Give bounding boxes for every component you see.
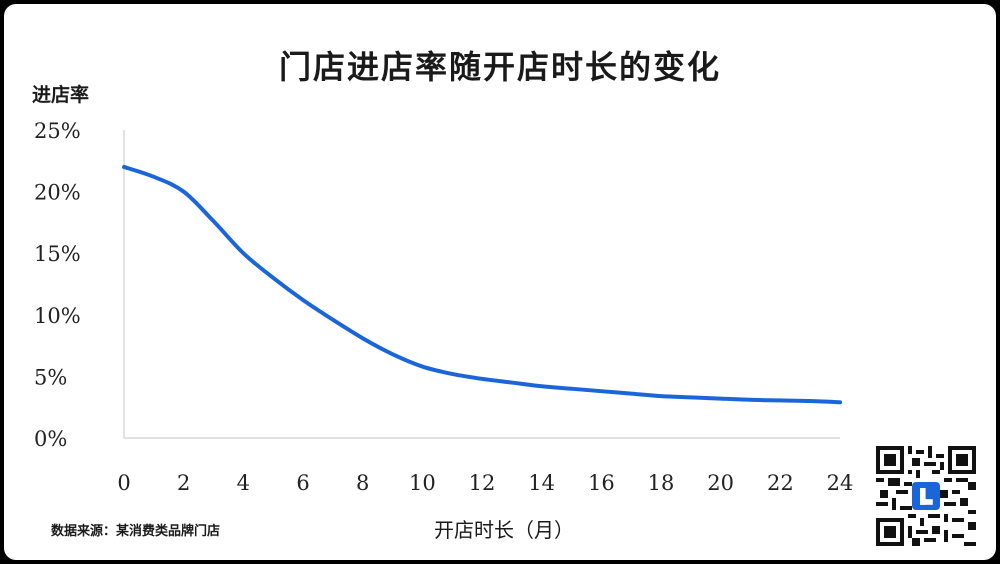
x-tick-label: 22	[767, 471, 794, 495]
y-axis-label: 进店率	[32, 84, 90, 106]
line-chart: 0%5%10%15%20%25%0 2 4 6 8 10 12 14 16 18 20 22 24	[34, 119, 854, 495]
x-tick-label: 4	[237, 471, 250, 495]
y-tick-label: 25%	[34, 119, 81, 143]
x-tick-label: 12	[469, 471, 496, 495]
x-tick-label: 18	[648, 471, 675, 495]
y-tick-label: 20%	[34, 181, 81, 205]
y-tick-label: 5%	[34, 365, 67, 389]
x-tick-label: 16	[588, 471, 615, 495]
series-line	[122, 164, 842, 405]
y-tick-label: 10%	[34, 304, 81, 328]
chart-title: 门店进店率随开店时长的变化	[278, 48, 721, 86]
x-tick-label: 14	[528, 471, 555, 495]
y-tick-label: 15%	[34, 242, 81, 266]
x-tick-label: 24	[827, 471, 854, 495]
data-source-note: 数据来源：某消费类品牌门店	[51, 524, 221, 539]
x-tick-label: 2	[177, 471, 190, 495]
x-axis-label: 开店时长（月）	[434, 518, 574, 542]
chart-card: 门店进店率随开店时长的变化 进店率 0% 5% 10% 15% 20% 25% 0 2 4 6 8 1…	[4, 4, 996, 560]
qr-code-icon	[876, 446, 976, 546]
x-tick-label: 8	[356, 471, 369, 495]
x-tick-label: 6	[296, 471, 309, 495]
x-tick-label: 0	[117, 471, 130, 495]
y-tick-label: 0%	[34, 427, 67, 451]
x-tick-label: 10	[409, 471, 436, 495]
x-tick-label: 20	[707, 471, 734, 495]
